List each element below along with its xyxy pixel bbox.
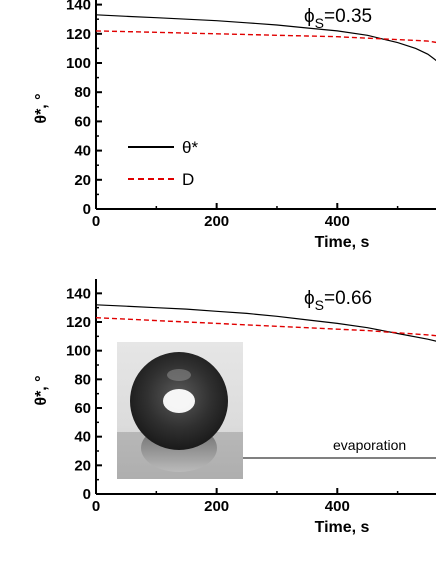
y-tick-label: 80: [74, 371, 91, 388]
y-tick-label: 140: [66, 0, 91, 14]
phase-fraction-label: ϕS=0.35: [304, 6, 372, 31]
drop-highlight: [163, 389, 195, 413]
phi-symbol: ϕ: [304, 6, 315, 27]
y-tick-label: 60: [74, 113, 91, 130]
x-tick-label: 200: [204, 213, 229, 230]
y-axis-label: θ*, °: [33, 375, 50, 405]
x-tick-label: 400: [325, 498, 350, 515]
y-tick-label: 100: [66, 55, 91, 72]
y-tick-label: 60: [74, 400, 91, 417]
x-tick-label: 0: [92, 213, 100, 230]
phi-subscript: S: [315, 297, 324, 313]
phi-value: =0.66: [324, 288, 372, 309]
y-tick-label: 40: [74, 429, 91, 446]
legend-label: θ*: [182, 138, 198, 157]
phi-subscript: S: [315, 15, 324, 31]
y-tick-label: 0: [83, 201, 91, 218]
y-tick-label: 20: [74, 172, 91, 189]
phi-value: =0.35: [324, 6, 372, 27]
series-line-D: [96, 30, 436, 44]
y-axis-label: θ*, °: [33, 93, 50, 123]
chart-panel-top: 0204060801001201400200400600Time, sθ*, °…: [33, 0, 436, 251]
series-line-theta: [96, 14, 436, 62]
x-axis-label: Time, s: [315, 519, 370, 536]
inset-label: evaporation: [333, 437, 406, 453]
y-tick-label: 20: [74, 457, 91, 474]
y-tick-label: 0: [83, 486, 91, 503]
y-tick-label: 80: [74, 84, 91, 101]
chart-panel-bottom: evaporation0204060801001201400200400600T…: [33, 279, 436, 536]
phase-fraction-label: ϕS=0.66: [304, 288, 372, 313]
y-tick-label: 100: [66, 343, 91, 360]
y-tick-label: 40: [74, 143, 91, 160]
y-tick-label: 120: [66, 314, 91, 331]
drop-top-glare: [167, 369, 191, 381]
series-line-D: [96, 317, 436, 337]
x-tick-label: 200: [204, 498, 229, 515]
inset-drop-photo: [117, 342, 243, 479]
y-tick-label: 140: [66, 285, 91, 302]
x-axis-label: Time, s: [315, 234, 370, 251]
legend-label: D: [182, 170, 194, 189]
x-tick-label: 0: [92, 498, 100, 515]
series-line-theta: [96, 304, 436, 342]
x-tick-label: 400: [325, 213, 350, 230]
phi-symbol: ϕ: [304, 288, 315, 309]
y-tick-label: 120: [66, 26, 91, 43]
